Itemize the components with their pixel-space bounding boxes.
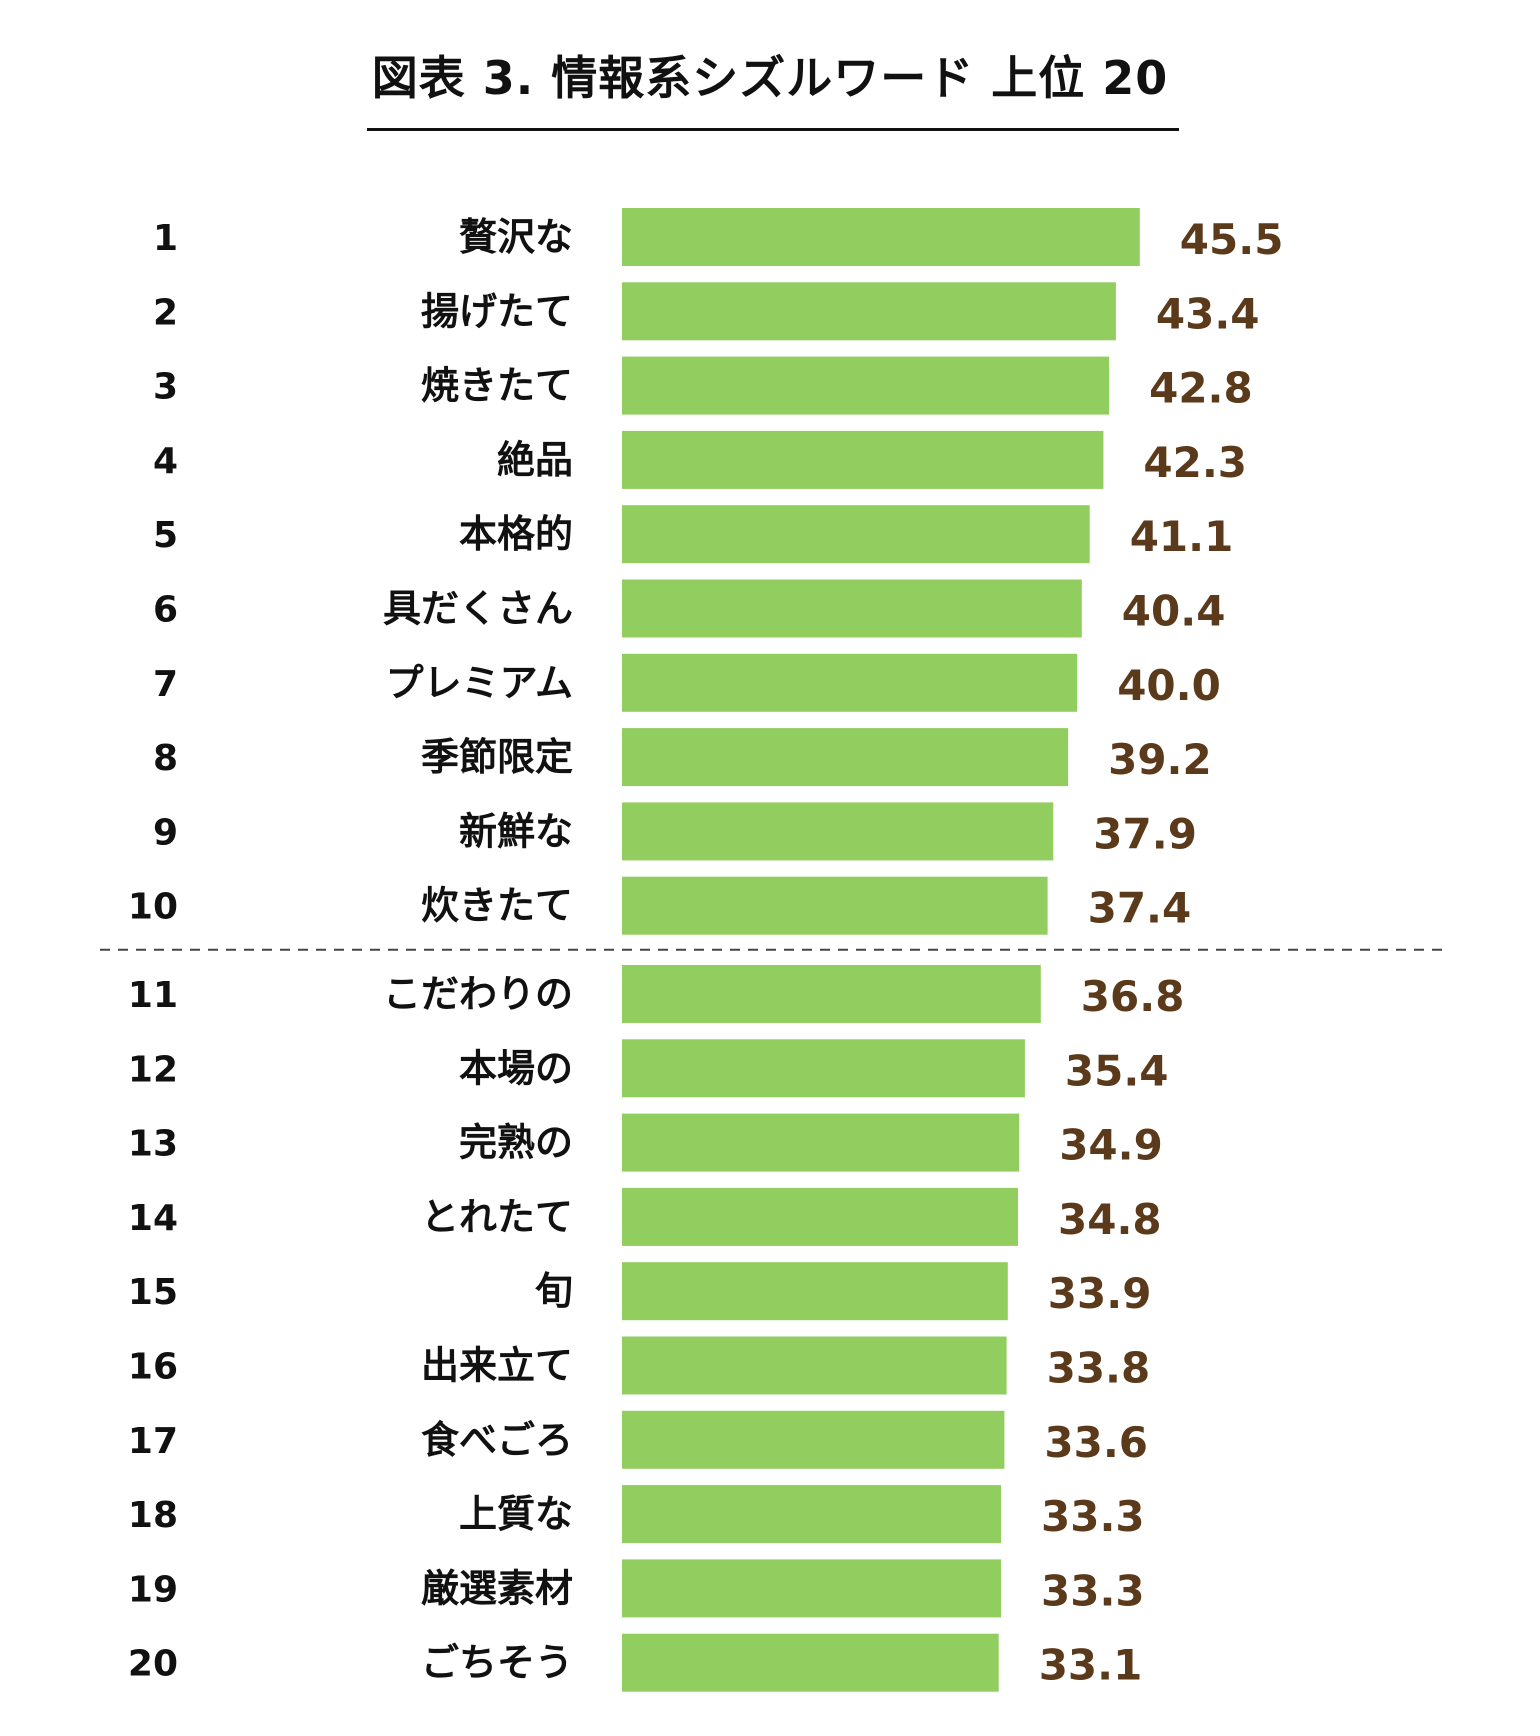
value-label-10: 37.4 (1088, 884, 1192, 933)
value-label-20: 33.1 (1039, 1641, 1143, 1690)
value-label-16: 33.8 (1047, 1344, 1151, 1393)
bar-10 (622, 876, 1048, 935)
value-label-15: 33.9 (1048, 1269, 1152, 1318)
bar-19 (622, 1559, 1001, 1618)
rank-label-12: 12 (128, 1049, 178, 1090)
rank-label-9: 9 (153, 812, 178, 853)
bar-7 (622, 653, 1078, 712)
category-label-8: 季節限定 (421, 735, 573, 779)
bar-9 (622, 802, 1054, 861)
rank-label-2: 2 (153, 292, 178, 333)
rank-label-8: 8 (153, 738, 178, 779)
category-label-7: プレミアム (386, 661, 573, 705)
bar-12 (622, 1039, 1025, 1098)
category-label-15: 旬 (535, 1269, 573, 1313)
rank-label-16: 16 (128, 1347, 178, 1388)
title-underline (367, 128, 1179, 131)
value-label-9: 37.9 (1093, 809, 1197, 858)
category-label-16: 出来立て (421, 1344, 573, 1388)
chart-title: 図表 3. 情報系シズルワード 上位 20 (371, 51, 1169, 105)
bar-1 (622, 208, 1140, 266)
category-label-5: 本格的 (459, 512, 573, 556)
category-label-11: こだわりの (383, 972, 573, 1016)
category-label-9: 新鮮な (459, 809, 573, 853)
value-label-4: 42.3 (1143, 438, 1247, 487)
rank-label-5: 5 (153, 515, 178, 556)
value-label-6: 40.4 (1122, 587, 1226, 636)
rank-label-4: 4 (153, 441, 178, 482)
rank-label-20: 20 (128, 1644, 178, 1685)
bar-6 (622, 579, 1082, 638)
bar-14 (622, 1187, 1018, 1246)
bar-4 (622, 430, 1104, 489)
category-label-19: 厳選素材 (421, 1566, 573, 1610)
bar-15 (622, 1262, 1008, 1321)
category-label-6: 具だくさん (383, 587, 573, 631)
value-label-2: 43.4 (1156, 289, 1260, 338)
bar-13 (622, 1113, 1020, 1172)
value-label-12: 35.4 (1065, 1046, 1169, 1095)
rank-label-15: 15 (128, 1272, 178, 1313)
bar-5 (622, 505, 1090, 564)
rank-label-6: 6 (153, 590, 178, 631)
value-label-17: 33.6 (1044, 1418, 1148, 1467)
bar-2 (622, 282, 1116, 341)
value-label-7: 40.0 (1117, 661, 1221, 710)
bar-8 (622, 728, 1069, 787)
value-label-18: 33.3 (1041, 1492, 1145, 1541)
value-label-11: 36.8 (1081, 972, 1185, 1021)
bar-16 (622, 1336, 1007, 1395)
rank-label-1: 1 (153, 218, 178, 259)
category-label-18: 上質な (459, 1492, 573, 1536)
rank-label-18: 18 (128, 1495, 178, 1536)
rank-label-14: 14 (128, 1198, 178, 1239)
bar-3 (622, 356, 1110, 415)
category-label-14: とれたて (421, 1195, 573, 1239)
category-label-20: ごちそう (421, 1641, 573, 1685)
bar-17 (622, 1410, 1005, 1469)
rank-label-17: 17 (128, 1421, 178, 1462)
value-label-5: 41.1 (1130, 512, 1234, 561)
value-label-1: 45.5 (1180, 215, 1284, 264)
value-label-13: 34.9 (1059, 1121, 1163, 1170)
bar-18 (622, 1485, 1001, 1544)
rank-label-10: 10 (128, 887, 178, 928)
bar-11 (622, 965, 1041, 1023)
category-label-2: 揚げたて (421, 289, 573, 333)
rank-label-11: 11 (128, 975, 178, 1016)
rank-label-19: 19 (128, 1569, 178, 1610)
category-label-4: 絶品 (497, 438, 573, 482)
value-label-14: 34.8 (1058, 1195, 1162, 1244)
value-label-8: 39.2 (1108, 735, 1212, 784)
category-label-3: 焼きたて (421, 364, 573, 408)
value-label-19: 33.3 (1041, 1566, 1145, 1615)
rank-label-13: 13 (128, 1124, 178, 1165)
category-label-13: 完熟の (459, 1121, 573, 1165)
category-label-17: 食べごろ (421, 1418, 573, 1462)
category-label-1: 贅沢な (459, 215, 573, 259)
category-label-10: 炊きたて (421, 884, 573, 928)
value-label-3: 42.8 (1149, 364, 1253, 413)
category-label-12: 本場の (459, 1046, 573, 1090)
bar-20 (622, 1633, 999, 1692)
rank-label-7: 7 (153, 664, 178, 705)
rank-label-3: 3 (153, 367, 178, 408)
